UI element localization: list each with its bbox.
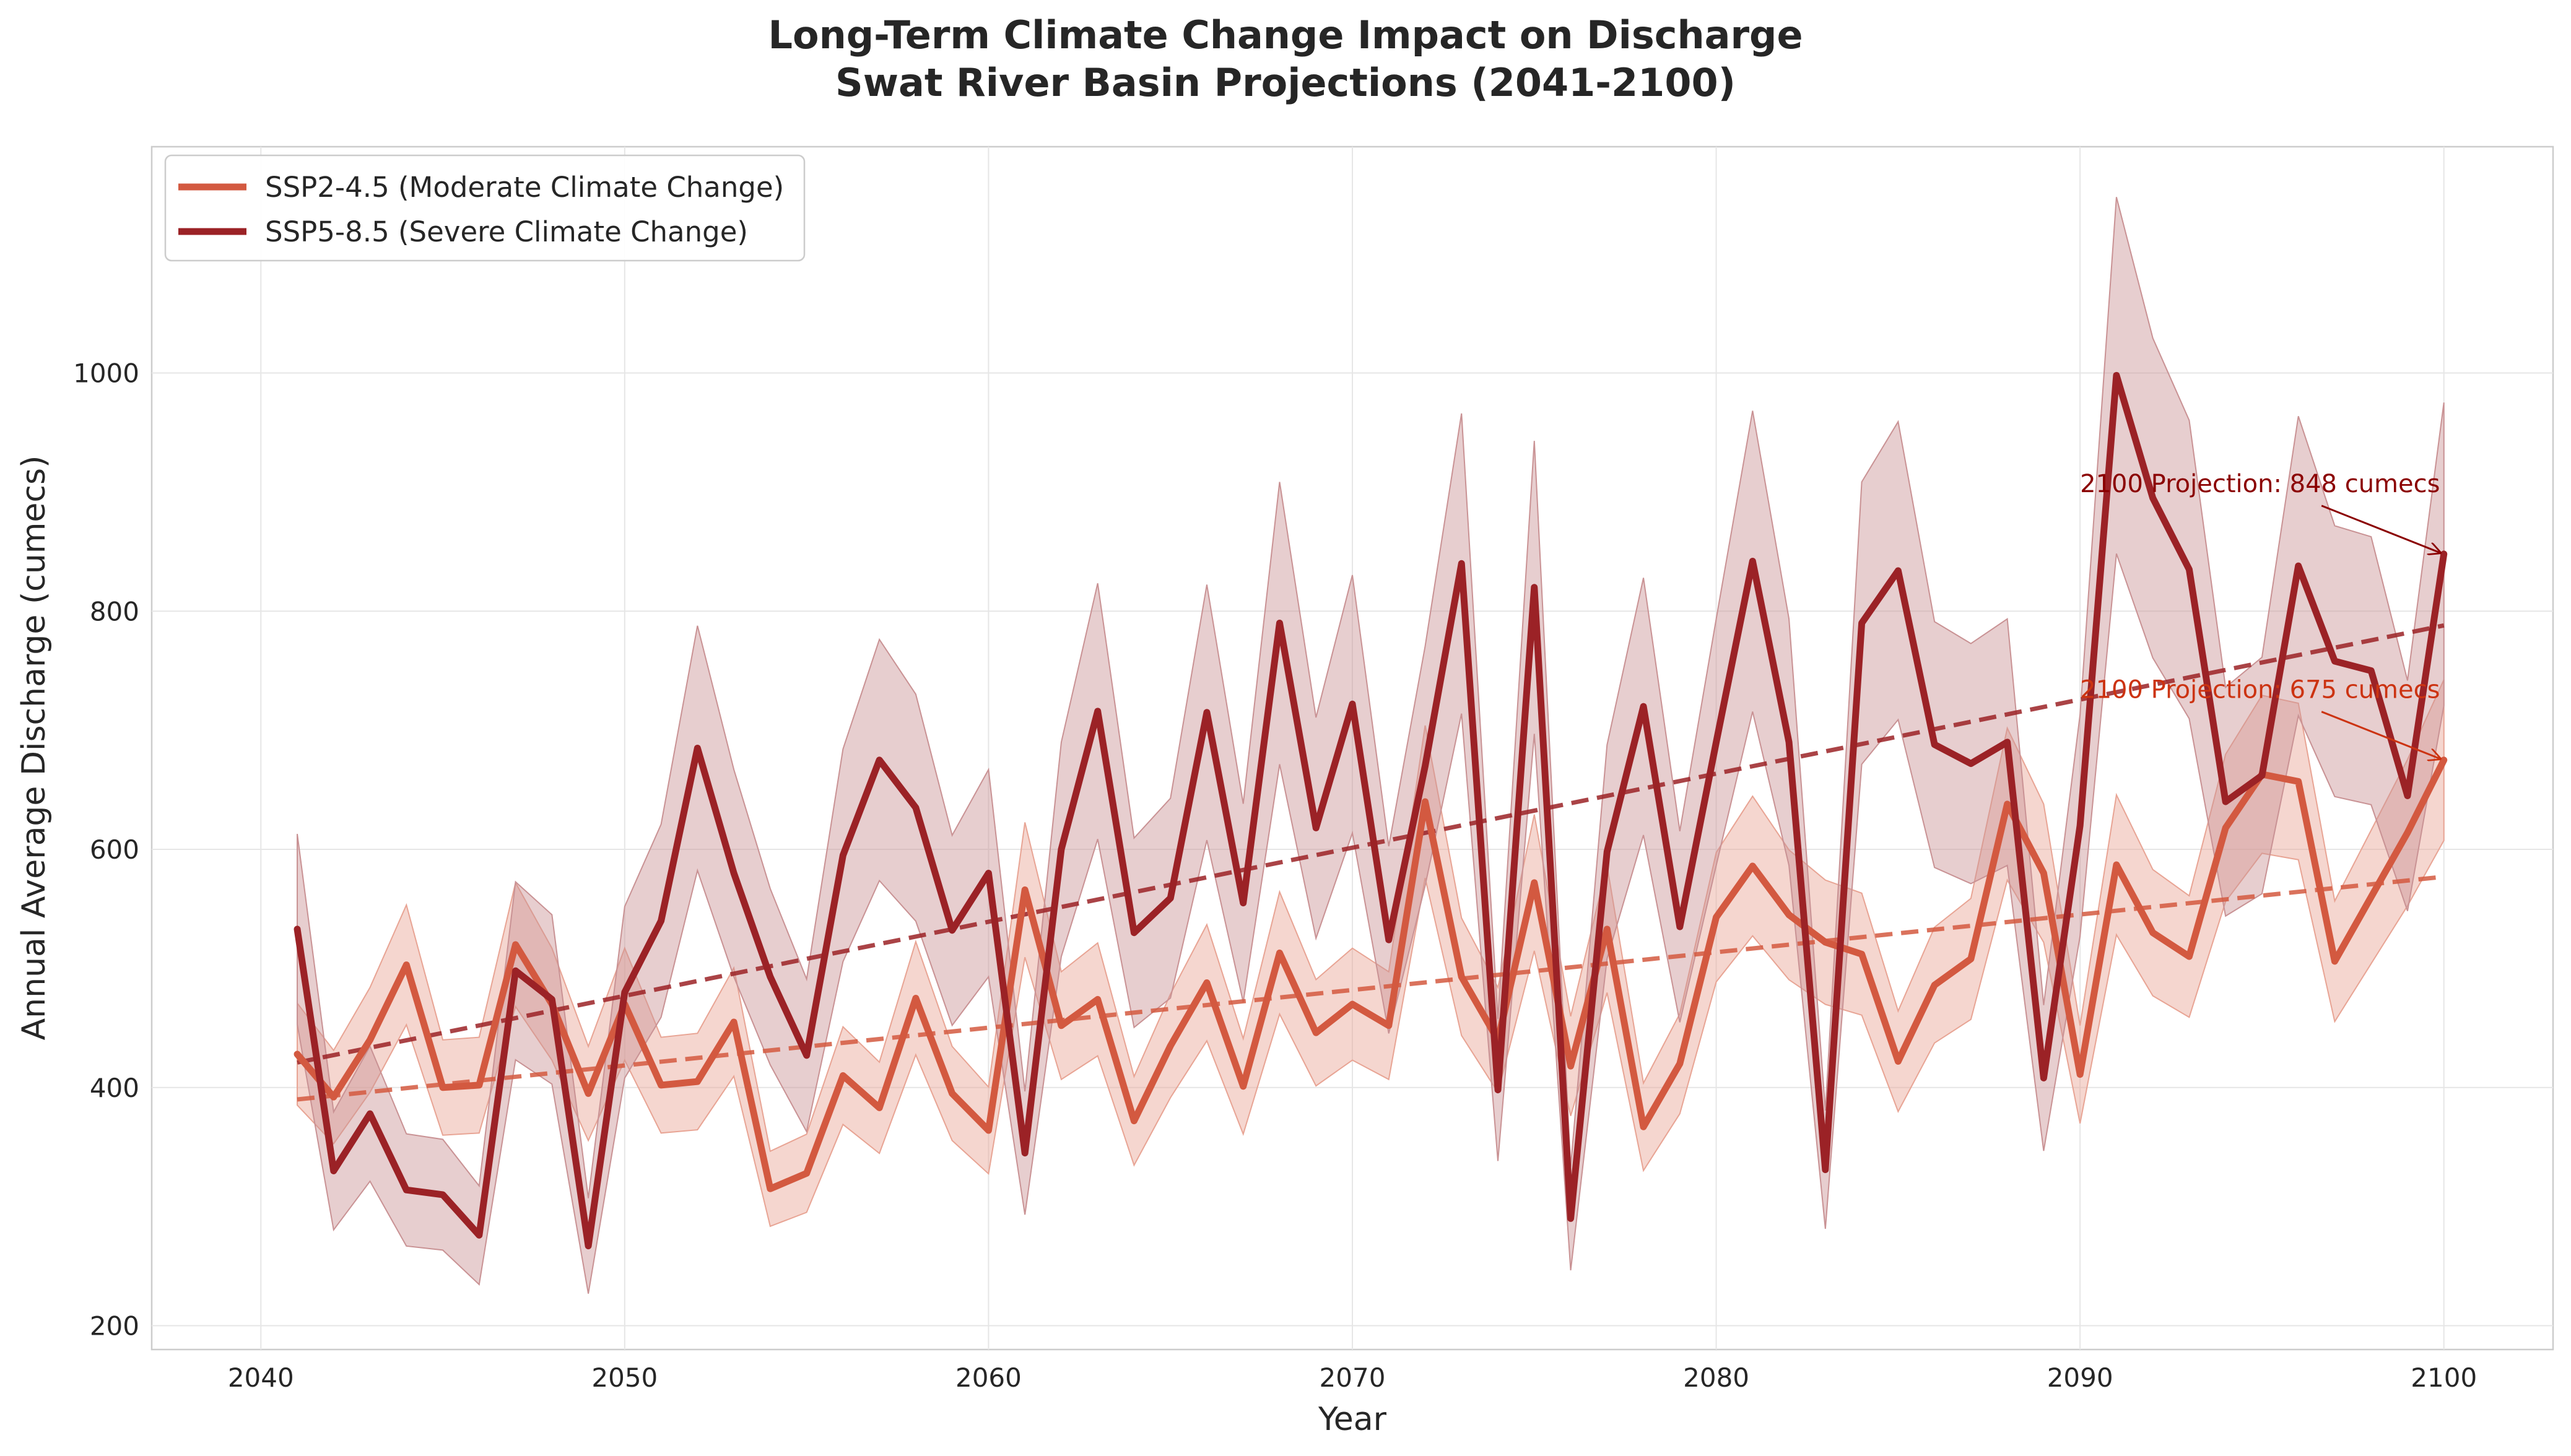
legend-label-moderate: SSP2-4.5 (Moderate Climate Change) bbox=[265, 171, 784, 204]
y-tick-label: 400 bbox=[90, 1073, 139, 1103]
uncertainty-bands bbox=[297, 197, 2445, 1294]
legend-box bbox=[164, 154, 806, 262]
uncertainty-band-moderate bbox=[297, 679, 2445, 1228]
series-lines bbox=[294, 371, 2448, 1250]
annotation-arrow-1 bbox=[2321, 711, 2440, 759]
annotation-label-0: 2100 Projection: 848 cumecs bbox=[2080, 470, 2440, 498]
y-tick-label: 800 bbox=[90, 596, 139, 626]
x-tick-label: 2060 bbox=[955, 1363, 1022, 1393]
series-line-severe bbox=[294, 371, 2448, 1250]
legend: SSP2-4.5 (Moderate Climate Change) SSP5-… bbox=[164, 154, 806, 262]
legend-label-severe: SSP5-8.5 (Severe Climate Change) bbox=[265, 215, 748, 248]
y-axis-label: Annual Average Discharge (cumecs) bbox=[15, 456, 53, 1041]
tick-labels: 2040 2050 2060 2070 2080 2090 2100 200 400 600 800… bbox=[73, 358, 2477, 1393]
annotation-arrow-0 bbox=[2321, 505, 2440, 553]
y-tick-label: 200 bbox=[90, 1311, 139, 1341]
annotation-label-1: 2100 Projection: 675 cumecs bbox=[2080, 676, 2440, 704]
annotations: 2100 Projection: 848 cumecs 2100 Projecti… bbox=[2080, 470, 2440, 759]
x-tick-label: 2080 bbox=[1683, 1363, 1749, 1393]
y-tick-label: 600 bbox=[90, 834, 139, 865]
y-tick-label: 1000 bbox=[73, 358, 139, 389]
trend-line-moderate bbox=[297, 874, 2445, 1102]
x-tick-label: 2070 bbox=[1320, 1363, 1386, 1393]
x-tick-label: 2090 bbox=[2047, 1363, 2113, 1393]
series-line-moderate bbox=[294, 756, 2448, 1192]
uncertainty-band-severe bbox=[297, 197, 2445, 1294]
chart-title-line-2: Swat River Basin Projections (2041-2100) bbox=[835, 60, 1736, 105]
x-tick-label: 2040 bbox=[228, 1363, 294, 1393]
chart-title-line-1: Long-Term Climate Change Impact on Disch… bbox=[768, 12, 1803, 58]
x-tick-label: 2100 bbox=[2411, 1363, 2477, 1393]
x-tick-label: 2050 bbox=[591, 1363, 658, 1393]
x-axis-label: Year bbox=[1318, 1401, 1387, 1438]
